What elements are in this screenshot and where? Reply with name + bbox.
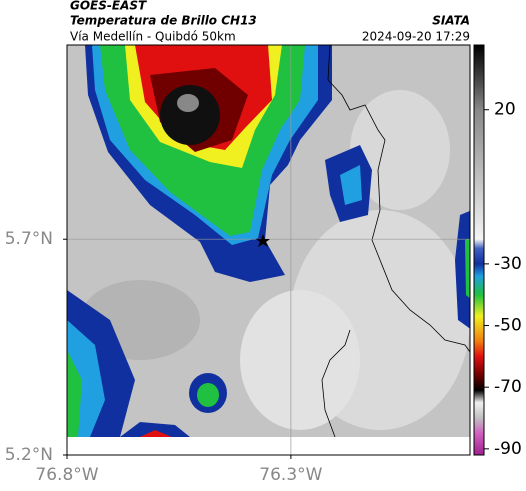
lat-tick-label: 5.7°N bbox=[5, 229, 53, 249]
colorbar-tick-label: -50 bbox=[494, 316, 522, 336]
colorbar bbox=[473, 44, 485, 456]
agency: SIATA bbox=[432, 14, 470, 28]
source: GOES-EAST bbox=[70, 0, 147, 13]
lon-tick-label: 76.3°W bbox=[259, 465, 322, 485]
colorbar-tick-label: -70 bbox=[494, 377, 522, 397]
map-frame bbox=[66, 44, 471, 456]
lat-tick-label: 5.2°N bbox=[5, 445, 53, 465]
lon-tick-label: 76.8°W bbox=[35, 465, 98, 485]
route: Vía Medellín - Quibdó 50km bbox=[70, 30, 236, 44]
colorbar-tick-label: 20 bbox=[494, 100, 516, 120]
satellite-image bbox=[67, 45, 470, 455]
location-star bbox=[256, 234, 270, 247]
colorbar-tick-label: -30 bbox=[494, 254, 522, 274]
colorbar-tick-label: -90 bbox=[494, 439, 522, 459]
datetime: 2024-09-20 17:29 bbox=[362, 30, 470, 44]
product: Temperatura de Brillo CH13 bbox=[70, 14, 257, 28]
